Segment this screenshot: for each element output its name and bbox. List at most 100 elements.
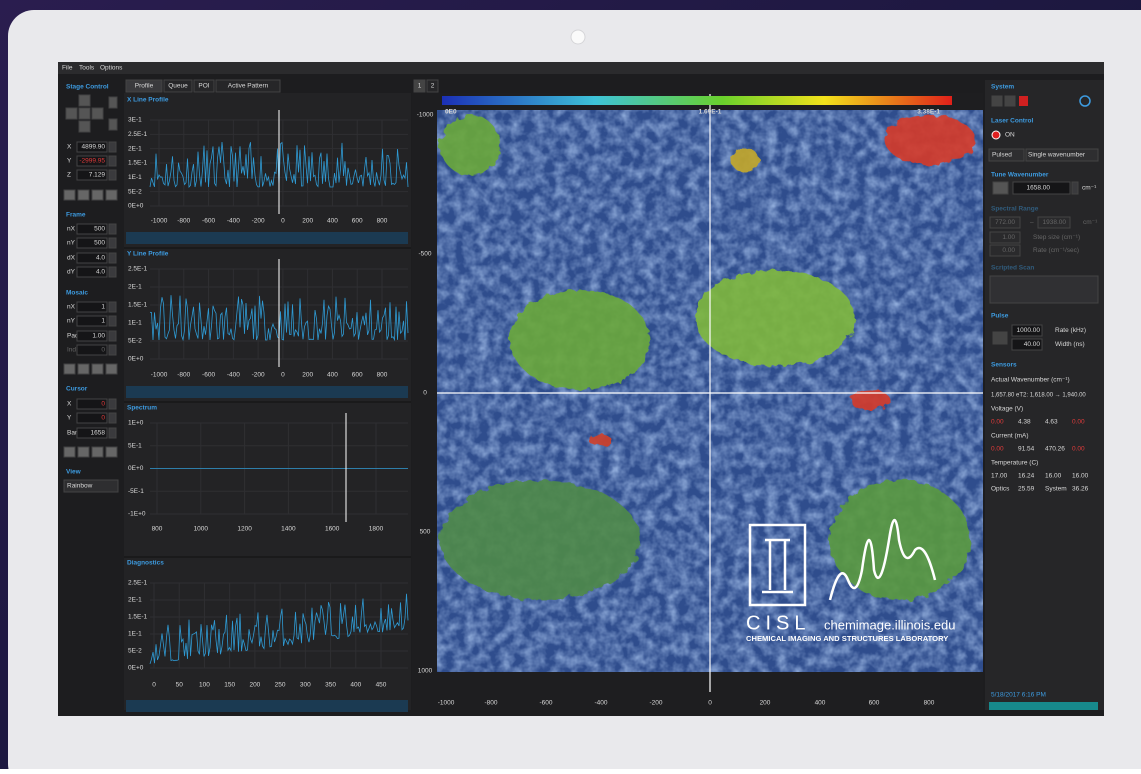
field-value: 772.00 [995, 219, 1015, 226]
x-tick-label: 0 [708, 700, 712, 707]
x-tick-label: 800 [924, 700, 935, 707]
section-title: Stage Control [66, 84, 109, 91]
sensor-value: Optics [991, 486, 1010, 493]
input-box[interactable] [109, 253, 116, 263]
input-box[interactable] [79, 108, 90, 119]
tab[interactable]: POI [198, 83, 209, 90]
x-tick-label: 450 [376, 682, 387, 689]
input-box[interactable] [92, 364, 103, 374]
input-box[interactable] [78, 447, 89, 457]
input-box[interactable] [92, 447, 103, 457]
tab[interactable]: Profile [135, 83, 154, 90]
field-value[interactable]: 4.0 [96, 255, 105, 262]
menu-item[interactable]: Options [100, 65, 123, 72]
input-box[interactable] [106, 364, 117, 374]
x-tick-label: 200 [302, 218, 313, 225]
field-value[interactable]: 1 [101, 304, 105, 311]
y-tick-label: 2E-1 [128, 145, 142, 152]
input-box[interactable] [109, 267, 116, 277]
camera [571, 30, 585, 44]
sensor-value: 470.26 [1045, 446, 1065, 453]
sensor-value: 16.24 [1018, 473, 1035, 480]
input-box[interactable] [106, 447, 117, 457]
menu-bar [58, 62, 1104, 74]
input-box[interactable] [993, 182, 1008, 194]
input-box[interactable] [92, 190, 103, 200]
y-tick-label: 1E+0 [128, 420, 144, 427]
field-value[interactable]: 0 [101, 401, 105, 408]
field-label: X [67, 144, 72, 151]
y-tick-label: 0E+0 [128, 665, 144, 672]
x-tick-label: -600 [539, 700, 552, 707]
plot-title: Y Line Profile [127, 251, 169, 258]
field-value[interactable]: 1658.00 [1027, 185, 1051, 192]
field-value[interactable]: 500 [94, 226, 105, 233]
input-box[interactable] [66, 108, 77, 119]
x-tick-label: 0 [152, 682, 156, 689]
field-value[interactable]: 0 [101, 347, 105, 354]
input-box[interactable] [109, 142, 116, 152]
x-tick-label: 0 [281, 372, 285, 379]
input-box[interactable] [78, 190, 89, 200]
input-box[interactable] [92, 108, 103, 119]
input-box[interactable] [78, 364, 89, 374]
dropdown[interactable]: Single wavenumber [1028, 152, 1086, 159]
input-box[interactable] [109, 399, 116, 409]
tab[interactable]: 1 [418, 83, 422, 90]
input-box[interactable] [109, 428, 116, 438]
section-title: Laser Control [991, 118, 1033, 125]
y-tick-label: 1E-1 [128, 631, 142, 638]
field-value[interactable]: 4.0 [96, 269, 105, 276]
input-box[interactable] [106, 190, 117, 200]
input-box[interactable] [109, 97, 117, 108]
y-tick-label: 1000 [418, 668, 433, 675]
field-value[interactable]: -2999.95 [79, 158, 105, 165]
laser-indicator[interactable] [992, 131, 1000, 139]
field-value[interactable]: 1658 [91, 430, 106, 437]
field-value[interactable]: 40.00 [1024, 341, 1041, 348]
input-box[interactable] [64, 447, 75, 457]
field-value[interactable]: 4899.90 [82, 144, 106, 151]
field-value[interactable]: 500 [94, 240, 105, 247]
input-box[interactable] [109, 316, 116, 326]
input-box[interactable] [64, 190, 75, 200]
input-box[interactable] [992, 96, 1002, 106]
input-box[interactable] [990, 276, 1098, 303]
menu-item[interactable]: Tools [79, 65, 95, 72]
x-tick-label: 250 [275, 682, 286, 689]
input-box[interactable] [109, 302, 116, 312]
stop-button[interactable] [1019, 96, 1028, 106]
input-box[interactable] [109, 170, 116, 180]
field-value[interactable]: 1.00 [92, 333, 105, 340]
input-box[interactable] [109, 331, 116, 341]
dropdown[interactable]: Pulsed [992, 152, 1012, 159]
x-tick-label: 600 [869, 700, 880, 707]
field-label: Step size (cm⁻¹) [1033, 234, 1080, 241]
tab[interactable]: Active Pattern [228, 83, 269, 90]
x-tick-label: 400 [350, 682, 361, 689]
y-tick-label: -500 [418, 251, 431, 258]
sensor-label: Temperature (C) [991, 460, 1038, 467]
input-box[interactable] [993, 332, 1007, 344]
input-box[interactable] [109, 224, 116, 234]
field-value[interactable]: 7.129 [89, 172, 106, 179]
input-box[interactable] [109, 156, 116, 166]
tab[interactable]: 2 [431, 83, 435, 90]
field-value[interactable]: 1 [101, 318, 105, 325]
field-value[interactable]: 1000.00 [1017, 327, 1041, 334]
tab[interactable]: Queue [168, 83, 188, 90]
dropdown[interactable]: Rainbow [67, 483, 93, 490]
input-box[interactable] [109, 345, 116, 355]
x-tick-label: 400 [815, 700, 826, 707]
input-box[interactable] [79, 121, 90, 132]
y-tick-label: 2E-1 [128, 284, 142, 291]
input-box[interactable] [109, 413, 116, 423]
input-box[interactable] [79, 95, 90, 106]
input-box[interactable] [64, 364, 75, 374]
field-value[interactable]: 0 [101, 415, 105, 422]
input-box[interactable] [1005, 96, 1015, 106]
menu-item[interactable]: File [62, 65, 73, 72]
input-box[interactable] [1072, 182, 1078, 194]
input-box[interactable] [109, 238, 116, 248]
input-box[interactable] [109, 119, 117, 130]
